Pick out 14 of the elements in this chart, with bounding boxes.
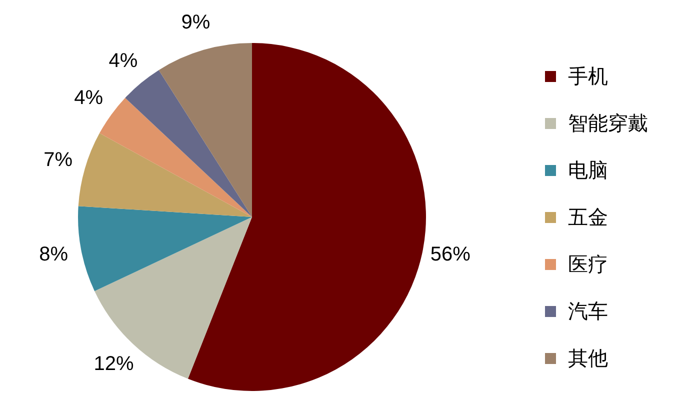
data-label: 12%: [94, 352, 134, 375]
legend-label: 其他: [568, 345, 608, 372]
data-label: 9%: [181, 12, 210, 34]
legend-label: 汽车: [568, 298, 608, 325]
data-label: 56%: [430, 243, 471, 266]
legend-label: 手机: [568, 63, 608, 90]
data-label: 4%: [74, 86, 104, 109]
legend-label: 智能穿戴: [568, 110, 648, 137]
data-label: 4%: [108, 50, 138, 72]
legend-label: 医疗: [568, 251, 608, 278]
data-label: 7%: [44, 149, 73, 172]
legend-label: 五金: [568, 204, 608, 231]
data-label: 8%: [39, 243, 68, 266]
legend-label: 电脑: [568, 157, 608, 184]
